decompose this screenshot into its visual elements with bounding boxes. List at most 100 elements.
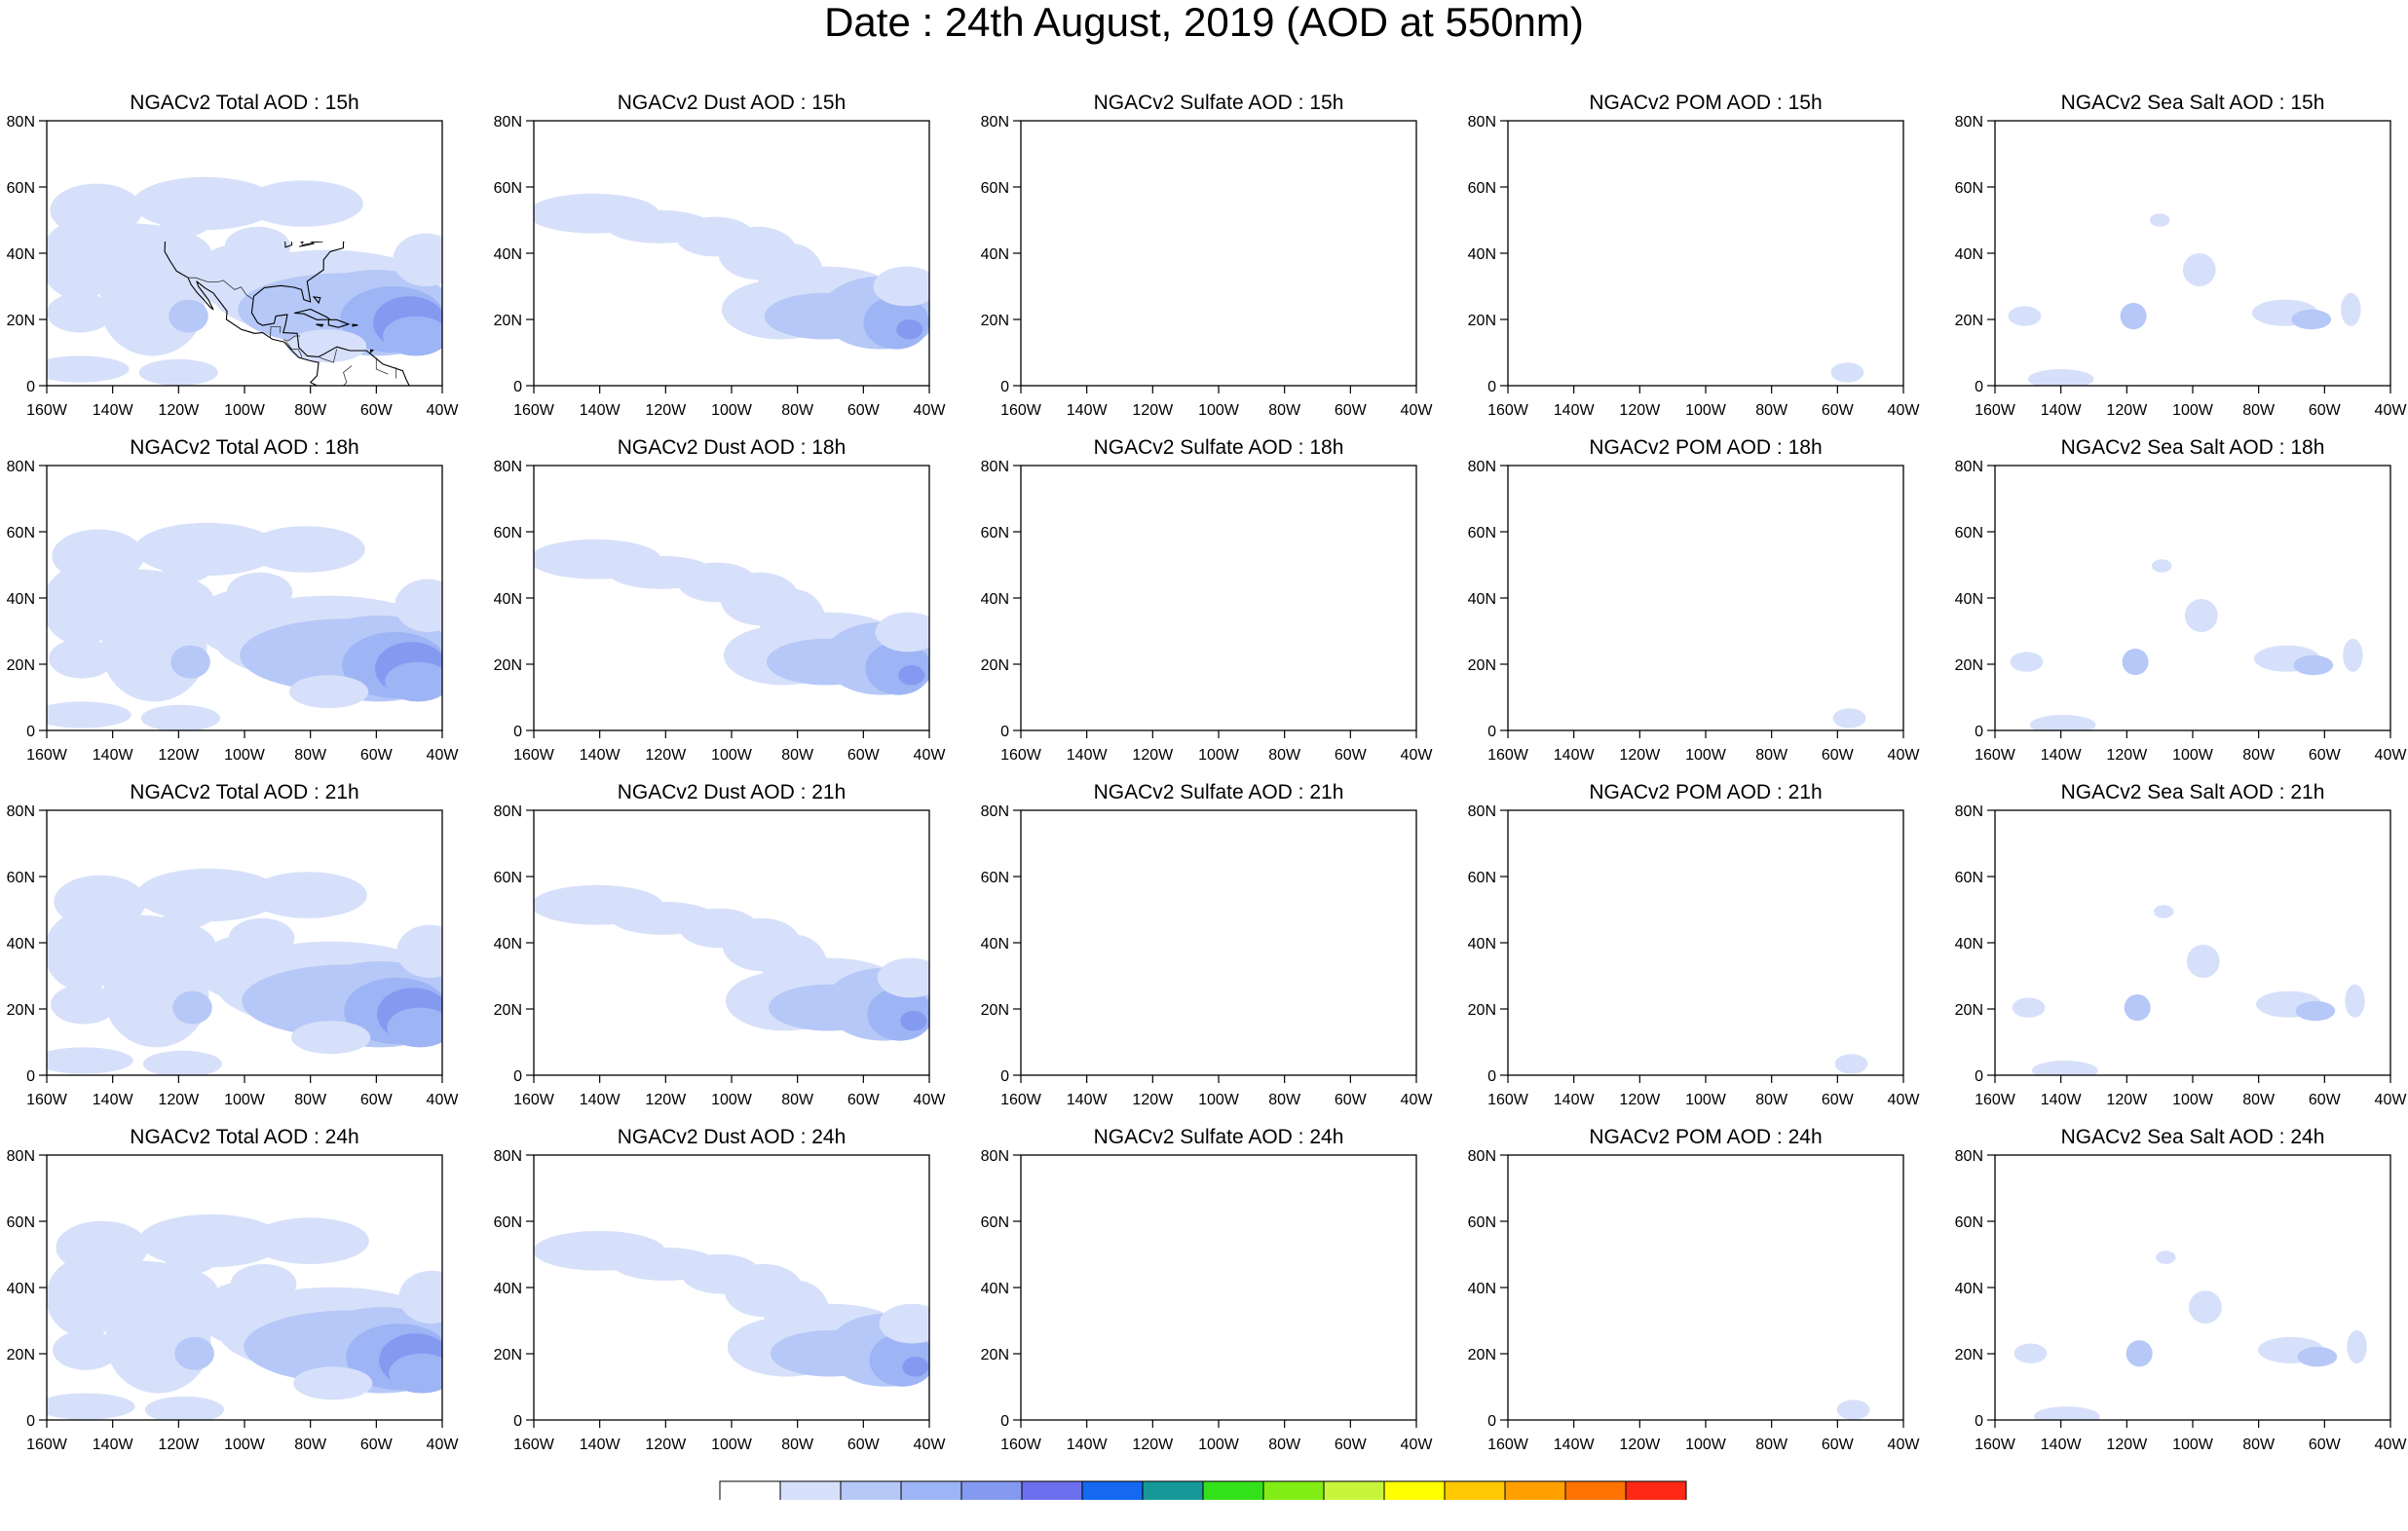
island-outline — [1031, 660, 1033, 662]
country-border — [343, 365, 353, 387]
lon-tick-label: 140W — [1554, 747, 1596, 764]
lon-tick-label: 100W — [711, 1092, 753, 1108]
lake-outline — [2110, 1198, 2133, 1206]
island-outline — [1518, 316, 1520, 317]
lat-tick-label: 60N — [981, 180, 1009, 197]
lon-tick-label: 140W — [580, 1437, 621, 1453]
island-outline — [1839, 905, 1862, 921]
island-outline — [2326, 1250, 2349, 1266]
lake-outline — [2219, 915, 2243, 921]
lon-tick-label: 100W — [1685, 402, 1727, 419]
lon-tick-label: 60W — [847, 402, 881, 419]
island-outline — [1039, 194, 1046, 197]
lat-tick-label: 0 — [1487, 1068, 1496, 1085]
lon-tick-label: 160W — [26, 1437, 68, 1453]
island-outline — [1302, 664, 1323, 672]
lon-tick-label: 160W — [1975, 1437, 2016, 1453]
aod-blob — [389, 1353, 442, 1394]
aod-blob — [47, 292, 113, 333]
lat-tick-label: 40N — [1468, 1281, 1496, 1297]
map-panel-sea-salt-aod-4: NGACv2 Sea Salt AOD : 24h 80N 60N 40N 20N 0 16… — [1955, 1126, 2408, 1453]
aod-blob — [248, 872, 367, 918]
island-outline — [1039, 1228, 1046, 1231]
lake-outline — [1222, 551, 1228, 564]
lake-outline — [2196, 896, 2202, 909]
lon-tick-label: 80W — [1755, 402, 1788, 419]
island-outline — [278, 1175, 370, 1214]
coastline-map — [1475, 1148, 1870, 1420]
lon-tick-label: 60W — [1822, 747, 1855, 764]
lat-tick-label: 80N — [1468, 114, 1496, 131]
lon-tick-label: 60W — [847, 747, 881, 764]
island-outline — [312, 296, 321, 305]
lon-tick-label: 160W — [513, 402, 555, 419]
aod-blob — [170, 645, 210, 679]
lat-tick-label: 0 — [1975, 1068, 1983, 1085]
country-border — [1747, 1375, 1763, 1392]
lat-tick-label: 40N — [494, 591, 522, 608]
country-border — [2324, 357, 2336, 374]
lake-outline — [299, 243, 315, 247]
lon-tick-label: 120W — [645, 1437, 687, 1453]
lon-tick-label: 120W — [158, 402, 200, 419]
lat-tick-label: 20N — [7, 657, 35, 674]
lake-outline — [1285, 584, 1297, 586]
country-border — [772, 1375, 789, 1392]
lon-tick-label: 100W — [224, 402, 266, 419]
continent-outline — [1962, 495, 2357, 730]
country-border — [807, 693, 824, 707]
lon-tick-label: 120W — [1132, 402, 1174, 419]
lat-tick-label: 80N — [981, 803, 1009, 820]
country-border — [1244, 672, 1255, 683]
continent-outline — [988, 840, 1383, 1075]
map-panel-grid: NGACv2 Total AOD : 15h 80N 60N 40N 20N 0 160W 1… — [7, 92, 2408, 1500]
country-border — [1731, 1362, 1742, 1372]
island-outline — [1031, 1350, 1033, 1352]
lon-tick-label: 40W — [914, 1437, 947, 1453]
lake-outline — [1273, 1278, 1288, 1281]
country-border — [284, 341, 303, 358]
lake-outline — [2233, 235, 2239, 247]
island-outline — [552, 539, 559, 541]
island-outline — [1518, 1005, 1520, 1007]
lon-tick-label: 100W — [1198, 1437, 1240, 1453]
island-outline — [729, 142, 748, 156]
lake-outline — [1756, 234, 1770, 243]
lon-tick-label: 80W — [1268, 747, 1301, 764]
island-outline — [544, 316, 546, 317]
country-border — [1745, 681, 1761, 686]
aod-blob — [2029, 715, 2096, 730]
aod-blob — [2297, 1346, 2338, 1367]
country-border — [1318, 1056, 1327, 1075]
lake-outline — [1166, 524, 1185, 528]
country-border — [2232, 681, 2248, 686]
island-outline — [370, 349, 375, 354]
lon-tick-label: 80W — [2242, 1437, 2276, 1453]
aod-blob — [896, 319, 923, 340]
lon-tick-label: 40W — [1888, 402, 1921, 419]
lake-outline — [1772, 584, 1784, 586]
lake-outline — [1245, 225, 1269, 232]
country-border — [2324, 702, 2336, 719]
lat-tick-label: 60N — [494, 1214, 522, 1231]
lon-tick-label: 120W — [645, 1092, 687, 1108]
island-outline — [1163, 1148, 1344, 1175]
aod-blob — [2120, 303, 2147, 330]
country-border — [1731, 1017, 1742, 1027]
lake-outline — [299, 588, 314, 591]
country-border — [1649, 278, 1714, 300]
aod-blob — [54, 875, 147, 928]
lon-tick-label: 120W — [2106, 402, 2148, 419]
aod-blob — [51, 984, 117, 1025]
island-outline — [1703, 1176, 1722, 1190]
lat-tick-label: 0 — [1000, 379, 1009, 395]
lon-tick-label: 40W — [1401, 1437, 1434, 1453]
lat-tick-label: 0 — [26, 724, 35, 740]
lat-tick-label: 40N — [7, 591, 35, 608]
island-outline — [1163, 459, 1344, 485]
lat-tick-label: 20N — [7, 313, 35, 329]
aod-blob — [2345, 984, 2365, 1018]
country-border — [863, 1047, 875, 1064]
country-border — [319, 349, 338, 363]
island-outline — [378, 215, 400, 232]
